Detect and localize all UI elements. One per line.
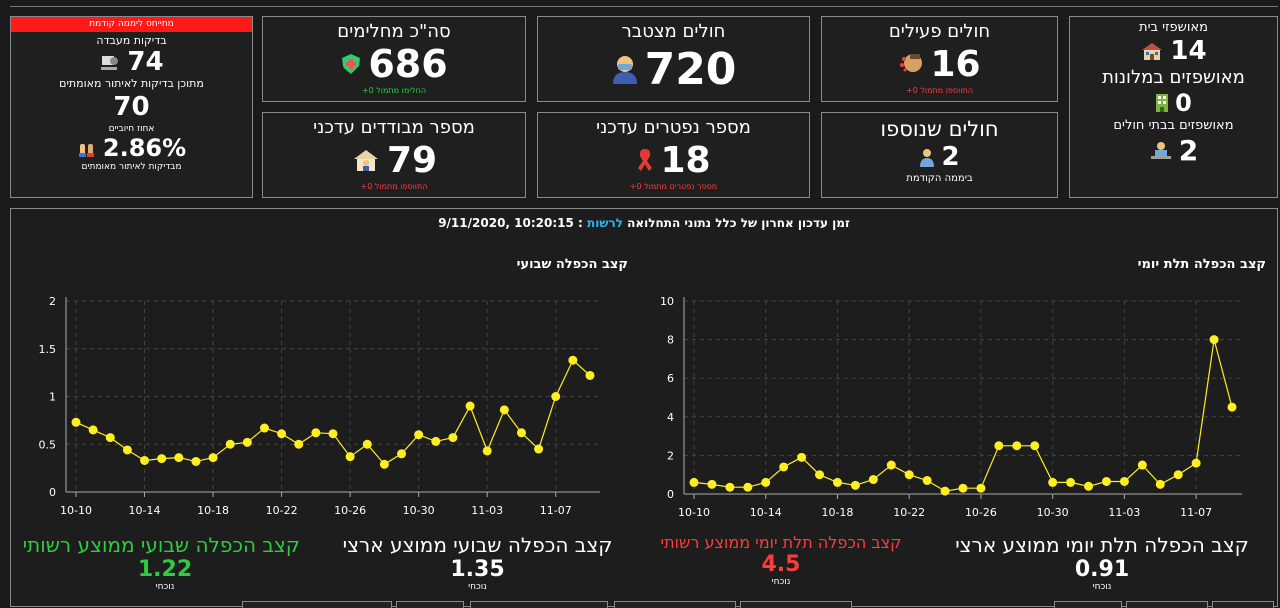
ribbon-icon: [638, 149, 653, 171]
update-colon: :: [578, 216, 583, 230]
new-patients-note: ביממה הקודמת: [906, 173, 973, 184]
hospital-row: 2: [1070, 133, 1277, 167]
positive-pct-label: אחוז חיוביים: [108, 124, 155, 134]
lab-tests-value: 74: [127, 47, 164, 77]
masked-person-icon: [612, 56, 637, 84]
update-line: זמן עדכון אחרון של כלל נתוני התחלואה לרש…: [11, 216, 1277, 230]
recovered-card: סה"כ מחלימים 686 החלימו מתמול 0+: [262, 16, 526, 102]
tri-national-note: נוכחי: [1092, 582, 1112, 592]
bottom-button-8[interactable]: [1212, 601, 1274, 608]
positive-pct-note: מבדיקות לאיתור מאומתים: [81, 162, 182, 172]
bottom-button-5[interactable]: [740, 601, 852, 608]
tri-local-stat: קצב הכפלה תלת יומי ממוצע רשותי 4.5 נוכחי: [655, 533, 907, 587]
cumulative-card: חולים מצטבר 720: [537, 16, 810, 102]
update-prefix: זמן עדכון אחרון של כלל נתוני התחלואה: [627, 216, 850, 230]
isolated-row: 79: [263, 138, 525, 182]
recovered-row: 686: [263, 42, 525, 86]
new-patients-title: חולים שנוספו: [880, 117, 999, 141]
update-datetime: 9/11/2020, 10:20:15: [438, 216, 574, 230]
top-border: [10, 0, 1278, 7]
isolated-value: 79: [386, 139, 438, 181]
hotel-building-icon: [1156, 94, 1169, 112]
weekly-local-value: 1.22: [137, 557, 193, 582]
bottom-button-1[interactable]: [242, 601, 392, 608]
recovered-value: 686: [368, 42, 448, 86]
isolated-card: מספר מבודדים עדכני 79 התווספו מתמול 0+: [262, 112, 526, 198]
cumulative-row: 720: [538, 42, 809, 96]
lab-tests-label: בדיקות מעבדה: [96, 34, 167, 47]
of-which-label: מתוכן בדיקות לאיתור מאומתים: [59, 77, 204, 90]
recovered-title: סה"כ מחלימים: [337, 21, 451, 42]
lab-tests-row: 74: [11, 47, 252, 77]
weekly-national-note: נוכחי: [468, 582, 487, 592]
cumulative-value: 720: [644, 43, 737, 95]
deceased-note: מספר נפטרים מתמול 0+: [629, 182, 718, 191]
hospital-value: 2: [1178, 133, 1199, 167]
cumulative-title: חולים מצטבר: [621, 21, 726, 42]
previous-day-header: מתייחס ליממה קודמת: [11, 17, 252, 32]
hotel-label: מאושפזים במלונות: [1102, 67, 1245, 88]
active-value: 16: [930, 43, 981, 85]
patient-icon: [920, 149, 935, 167]
tri-national-stat: קצב הכפלה תלת יומי ממוצע ארצי 0.91 נוכחי: [948, 533, 1256, 592]
active-row: 16: [822, 42, 1057, 86]
active-title: חולים פעילים: [888, 21, 991, 42]
hospital-bed-icon: [1150, 142, 1171, 159]
hospitalized-card: מאושפזי בית 14 מאושפזים במלונות 0 מאושפז…: [1069, 16, 1278, 198]
tri-local-label: קצב הכפלה תלת יומי ממוצע רשותי: [660, 533, 902, 552]
bottom-button-6[interactable]: [1054, 601, 1122, 608]
active-card: חולים פעילים 16 התווספו מתמול 0+: [821, 16, 1058, 102]
isolated-note: התווספו מתמול 0+: [360, 182, 428, 191]
update-link[interactable]: לרשות: [587, 216, 623, 230]
home-row: 14: [1070, 35, 1277, 67]
hotel-row: 0: [1070, 88, 1277, 118]
active-note: התווספו מתמול 0+: [906, 86, 973, 95]
deceased-title: מספר נפטרים עדכני: [596, 117, 751, 138]
tri-national-label: קצב הכפלה תלת יומי ממוצע ארצי: [955, 533, 1249, 557]
home-value: 14: [1170, 36, 1207, 66]
hotel-value: 0: [1175, 89, 1192, 117]
recovered-note: החלימו מתמול 0+: [361, 86, 427, 95]
bottom-button-7[interactable]: [1126, 601, 1208, 608]
isolated-title: מספר מבודדים עדכני: [313, 117, 475, 138]
lab-tests-card: מתייחס ליממה קודמת בדיקות מעבדה 74 מתוכן…: [10, 16, 253, 198]
weekly-national-label: קצב הכפלה שבועי ממוצע ארצי: [342, 533, 613, 557]
positive-pct-row: 2.86%: [11, 134, 252, 162]
sneezing-person-icon: [900, 54, 923, 72]
hospital-label: מאושפזים בבתי חולים: [1113, 118, 1234, 133]
hands-icon: [78, 144, 94, 157]
medical-shield-icon: [342, 54, 361, 74]
isolation-house-icon: [353, 150, 378, 171]
new-patients-card: חולים שנוספו 2 ביממה הקודמת: [821, 112, 1058, 198]
deceased-row: 18: [538, 138, 809, 182]
bottom-button-4[interactable]: [614, 601, 736, 608]
weekly-local-stat: קצב הכפלה שבועי ממוצע רשותי 1.22 נוכחי: [22, 533, 300, 592]
tri-local-note: נוכחי: [771, 577, 791, 587]
home-label: מאושפזי בית: [1139, 20, 1208, 35]
tri-national-value: 0.91: [1074, 557, 1130, 582]
deceased-value: 18: [660, 139, 711, 181]
of-which-value: 70: [113, 92, 150, 122]
tri-local-value: 4.5: [761, 552, 801, 577]
microscope-icon: [101, 56, 119, 70]
bottom-button-3[interactable]: [470, 601, 608, 608]
weekly-local-label: קצב הכפלה שבועי ממוצע רשותי: [22, 533, 300, 557]
bottom-button-2[interactable]: [396, 601, 464, 608]
weekly-local-note: נוכחי: [155, 582, 175, 592]
weekly-national-stat: קצב הכפלה שבועי ממוצע ארצי 1.35 נוכחי: [340, 533, 615, 592]
new-patients-row: 2: [822, 141, 1057, 173]
weekly-national-value: 1.35: [450, 557, 505, 582]
positive-pct-value: 2.86%: [102, 134, 187, 162]
new-patients-value: 2: [941, 142, 960, 172]
house-icon: [1142, 43, 1163, 60]
deceased-card: מספר נפטרים עדכני 18 מספר נפטרים מתמול 0…: [537, 112, 810, 198]
